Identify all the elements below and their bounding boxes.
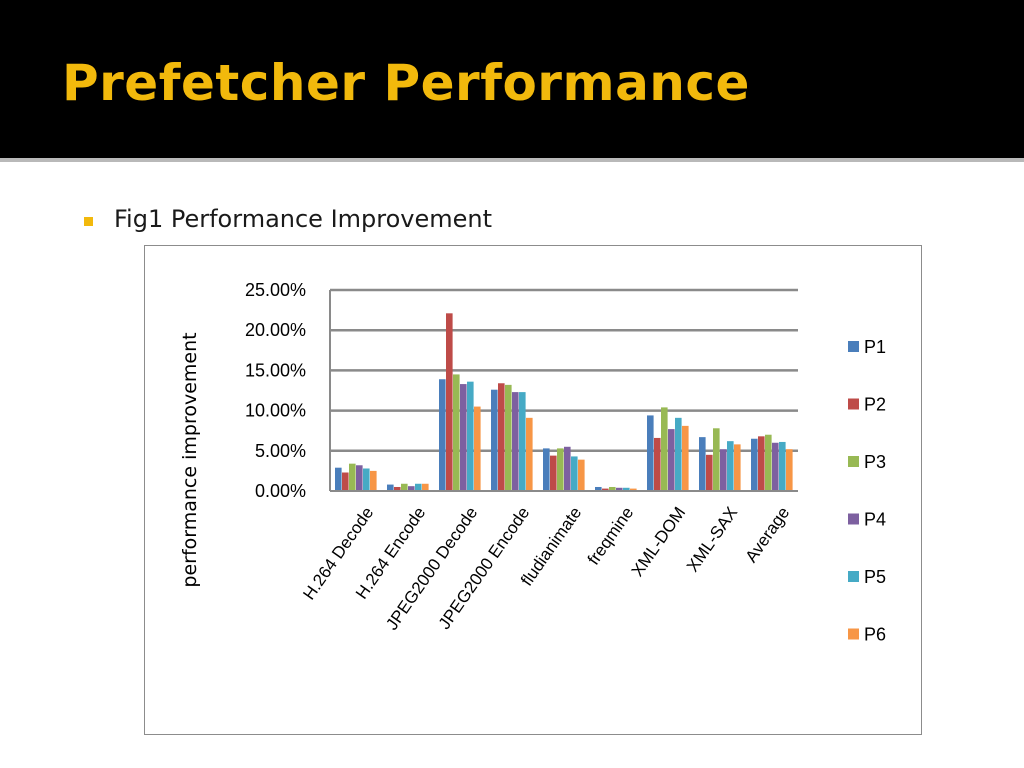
bar-p6 <box>578 459 585 491</box>
bar-p2 <box>706 454 713 491</box>
bar-p3 <box>453 374 460 491</box>
x-category-label: XML-SAX <box>683 503 741 575</box>
bar-p3 <box>349 463 356 491</box>
legend-label: P6 <box>864 625 886 645</box>
y-tick-label: 25.00% <box>245 280 306 300</box>
y-axis-label: performance improvement <box>179 332 201 587</box>
bullet-square-icon <box>84 217 93 226</box>
bar-p5 <box>467 381 474 491</box>
bar-p5 <box>415 483 422 491</box>
legend-swatch <box>848 398 859 410</box>
x-category-label: Average <box>742 503 794 566</box>
bar-p2 <box>498 383 505 491</box>
bar-p4 <box>668 429 675 491</box>
bullet-text: Fig1 Performance Improvement <box>114 205 493 233</box>
legend-label: P2 <box>864 395 886 415</box>
bar-p5 <box>727 441 734 491</box>
bar-p6 <box>682 425 689 491</box>
title-separator <box>0 158 1024 162</box>
legend-swatch <box>848 628 859 640</box>
bar-p2 <box>446 313 453 491</box>
bar-p3 <box>661 407 668 491</box>
bar-p1 <box>699 437 706 491</box>
y-tick-labels: 0.00% 5.00% 10.00% 15.00% 20.00% 25.00% <box>245 280 306 501</box>
bar-p4 <box>616 487 623 491</box>
bar-p4 <box>408 486 415 491</box>
bar-p3 <box>765 434 772 491</box>
legend-swatch <box>848 341 859 352</box>
bar-p5 <box>571 456 578 491</box>
x-category-label: JPEG2000 Decode <box>382 503 481 633</box>
axes <box>329 290 798 492</box>
bar-p4 <box>512 392 519 491</box>
bar-p2 <box>602 488 609 491</box>
legend-swatch <box>848 456 859 467</box>
title-bar: Prefetcher Performance <box>0 0 1024 158</box>
bar-p3 <box>609 486 616 491</box>
bar-p5 <box>519 392 526 491</box>
bar-p6 <box>370 470 377 491</box>
bar-p3 <box>713 428 720 491</box>
bar-p6 <box>474 406 481 491</box>
bars <box>335 313 793 491</box>
bar-p4 <box>720 449 727 491</box>
bar-p6 <box>630 488 637 491</box>
bar-p4 <box>772 442 779 491</box>
bar-p2 <box>394 486 401 491</box>
bar-p5 <box>779 441 786 491</box>
bar-p6 <box>422 483 429 491</box>
bar-p6 <box>786 449 793 491</box>
bar-p2 <box>550 455 557 491</box>
bar-p5 <box>675 417 682 491</box>
legend-label: P3 <box>864 452 886 472</box>
bar-p2 <box>342 472 349 491</box>
legend-swatch <box>848 571 859 582</box>
y-tick-label: 5.00% <box>255 441 306 461</box>
x-category-label: XML-DOM <box>628 503 690 580</box>
legend: P1 P2 P3 P4 P5 P6 <box>848 337 886 645</box>
bar-p1 <box>387 484 394 491</box>
bar-p4 <box>356 465 363 491</box>
x-category-label: JPEG2000 Encode <box>435 503 534 632</box>
bar-p3 <box>401 483 408 491</box>
y-tick-label: 15.00% <box>245 360 306 380</box>
bar-p4 <box>460 384 467 491</box>
y-tick-label: 10.00% <box>245 401 306 421</box>
bar-p1 <box>335 467 342 491</box>
bar-p1 <box>595 486 602 491</box>
bar-p1 <box>491 389 498 491</box>
bar-p6 <box>734 444 741 491</box>
bar-p1 <box>751 438 758 491</box>
bar-p1 <box>543 448 550 491</box>
bar-p1 <box>439 379 446 491</box>
slide-title: Prefetcher Performance <box>62 54 750 112</box>
y-tick-label: 0.00% <box>255 481 306 501</box>
bar-p1 <box>647 415 654 491</box>
x-category-label: freqmine <box>584 503 638 568</box>
bar-p3 <box>557 448 564 491</box>
gridlines <box>330 288 798 453</box>
bar-p5 <box>363 468 370 491</box>
legend-label: P4 <box>864 510 886 530</box>
legend-label: P5 <box>864 567 886 587</box>
bar-p6 <box>526 417 533 491</box>
bar-p5 <box>623 487 630 491</box>
bar-p2 <box>654 437 661 491</box>
bar-p2 <box>758 436 765 491</box>
y-tick-label: 20.00% <box>245 320 306 340</box>
bar-p4 <box>564 446 571 491</box>
bar-p3 <box>505 384 512 491</box>
legend-label: P1 <box>864 337 886 357</box>
legend-swatch <box>848 513 859 525</box>
